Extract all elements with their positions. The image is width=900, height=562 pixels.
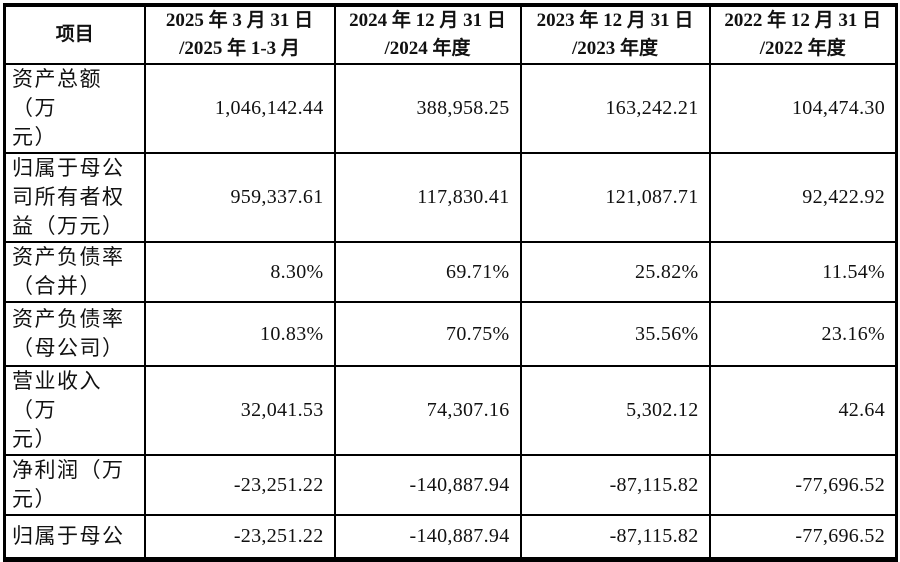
cell-value: 74,307.16: [333, 365, 522, 456]
cell-value: 388,958.25: [333, 63, 522, 154]
cell-value: 32,041.53: [143, 365, 336, 456]
table-row-net-profit: 净利润（万 元） -23,251.22 -140,887.94 -87,115.…: [3, 454, 898, 516]
table-row-debt-ratio-parent: 资产负债率 （母公司） 10.83% 70.75% 35.56% 23.16%: [3, 301, 898, 367]
cell-value: 104,474.30: [708, 63, 898, 154]
row-label: 营业收入（万 元）: [3, 365, 146, 456]
table-row-operating-revenue: 营业收入（万 元） 32,041.53 74,307.16 5,302.12 4…: [3, 365, 898, 456]
cell-value: 25.82%: [519, 241, 711, 303]
row-label: 资产总额（万 元）: [3, 63, 146, 154]
header-period-2023: 2023 年 12 月 31 日 /2023 年度: [519, 4, 711, 65]
cell-value: 5,302.12: [519, 365, 711, 456]
cell-value: -140,887.94: [333, 454, 522, 516]
header-period-2024: 2024 年 12 月 31 日 /2024 年度: [333, 4, 522, 65]
cell-value: -77,696.52: [708, 514, 898, 560]
cell-value: -87,115.82: [519, 514, 711, 560]
cell-value: 92,422.92: [708, 152, 898, 243]
cell-value: 1,046,142.44: [143, 63, 336, 154]
cell-value: 42.64: [708, 365, 898, 456]
cell-value: -23,251.22: [143, 454, 336, 516]
table-row-total-assets: 资产总额（万 元） 1,046,142.44 388,958.25 163,24…: [3, 63, 898, 154]
cell-value: 35.56%: [519, 301, 711, 367]
cell-value: -23,251.22: [143, 514, 336, 560]
cell-value: 70.75%: [333, 301, 522, 367]
cell-value: 121,087.71: [519, 152, 711, 243]
table-row-parent-equity: 归属于母公 司所有者权 益（万元） 959,337.61 117,830.41 …: [3, 152, 898, 243]
cell-value: 163,242.21: [519, 63, 711, 154]
row-label: 净利润（万 元）: [3, 454, 146, 516]
cell-value: -87,115.82: [519, 454, 711, 516]
row-label: 资产负债率 （母公司）: [3, 301, 146, 367]
cell-value: -140,887.94: [333, 514, 522, 560]
table-row-parent-net-profit-truncated: 归属于母公 -23,251.22 -140,887.94 -87,115.82 …: [3, 514, 898, 560]
header-period-2022: 2022 年 12 月 31 日 /2022 年度: [708, 4, 898, 65]
row-label: 资产负债率 （合并）: [3, 241, 146, 303]
cell-value: 11.54%: [708, 241, 898, 303]
cell-value: 10.83%: [143, 301, 336, 367]
header-item: 项目: [3, 4, 146, 65]
row-label: 归属于母公 司所有者权 益（万元）: [3, 152, 146, 243]
cell-value: 959,337.61: [143, 152, 336, 243]
cell-value: 8.30%: [143, 241, 336, 303]
cell-value: 23.16%: [708, 301, 898, 367]
cell-value: 69.71%: [333, 241, 522, 303]
table-header-row: 项目 2025 年 3 月 31 日 /2025 年 1-3 月 2024 年 …: [3, 4, 898, 65]
table-row-debt-ratio-consolidated: 资产负债率 （合并） 8.30% 69.71% 25.82% 11.54%: [3, 241, 898, 303]
header-period-2025q1: 2025 年 3 月 31 日 /2025 年 1-3 月: [143, 4, 336, 65]
financial-summary-table: 项目 2025 年 3 月 31 日 /2025 年 1-3 月 2024 年 …: [3, 3, 898, 562]
row-label: 归属于母公: [3, 514, 146, 560]
cell-value: 117,830.41: [333, 152, 522, 243]
cell-value: -77,696.52: [708, 454, 898, 516]
